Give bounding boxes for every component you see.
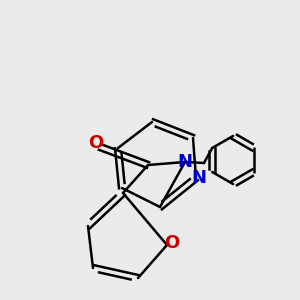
Text: N: N: [191, 169, 206, 187]
Text: O: O: [88, 134, 103, 152]
Text: N: N: [178, 153, 193, 171]
Text: O: O: [164, 235, 179, 253]
